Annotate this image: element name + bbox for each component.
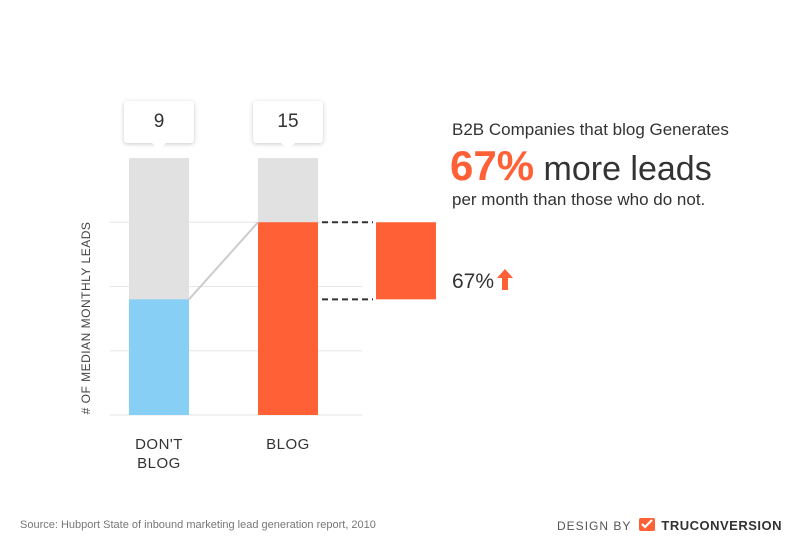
design-by-text: DESIGN BY — [557, 518, 632, 533]
category-label-line: BLOG — [137, 455, 181, 472]
difference-value: 67% — [452, 270, 495, 293]
y-axis-label: # OF MEDIAN MONTHLY LEADS — [79, 221, 93, 415]
up-arrow-icon — [497, 269, 514, 298]
headline-more-leads: more leads — [534, 150, 712, 188]
headline-subtext: per month than those who do not. — [452, 190, 706, 209]
headline-intro: B2B Companies that blog Generates — [452, 120, 729, 139]
headline-percentage: 67% — [450, 142, 535, 189]
difference-block — [376, 222, 436, 300]
design-credit: DESIGN BY TRUCONVERSION — [557, 516, 782, 535]
category-label-blog: BLOG — [238, 435, 338, 454]
difference-label: 67% — [452, 268, 514, 298]
value-label-dont-blog: 9 — [124, 101, 194, 150]
difference-indicator — [322, 221, 436, 301]
category-label-dont-blog: DON'T BLOG — [109, 435, 209, 473]
brand-name: TRUCONVERSION — [661, 518, 782, 533]
source-note: Source: Hubport State of inbound marketi… — [20, 519, 376, 531]
bars — [129, 158, 318, 415]
value-label-blog: 15 — [253, 101, 323, 150]
bar-blog — [258, 222, 318, 415]
bar-dont-blog — [129, 299, 189, 415]
headline-main: 67% more leads — [450, 138, 712, 204]
brand-logo-icon — [639, 516, 656, 535]
trend-connector-line — [188, 221, 259, 301]
category-label-line: DON'T — [135, 436, 183, 453]
category-label-line: BLOG — [266, 436, 310, 453]
